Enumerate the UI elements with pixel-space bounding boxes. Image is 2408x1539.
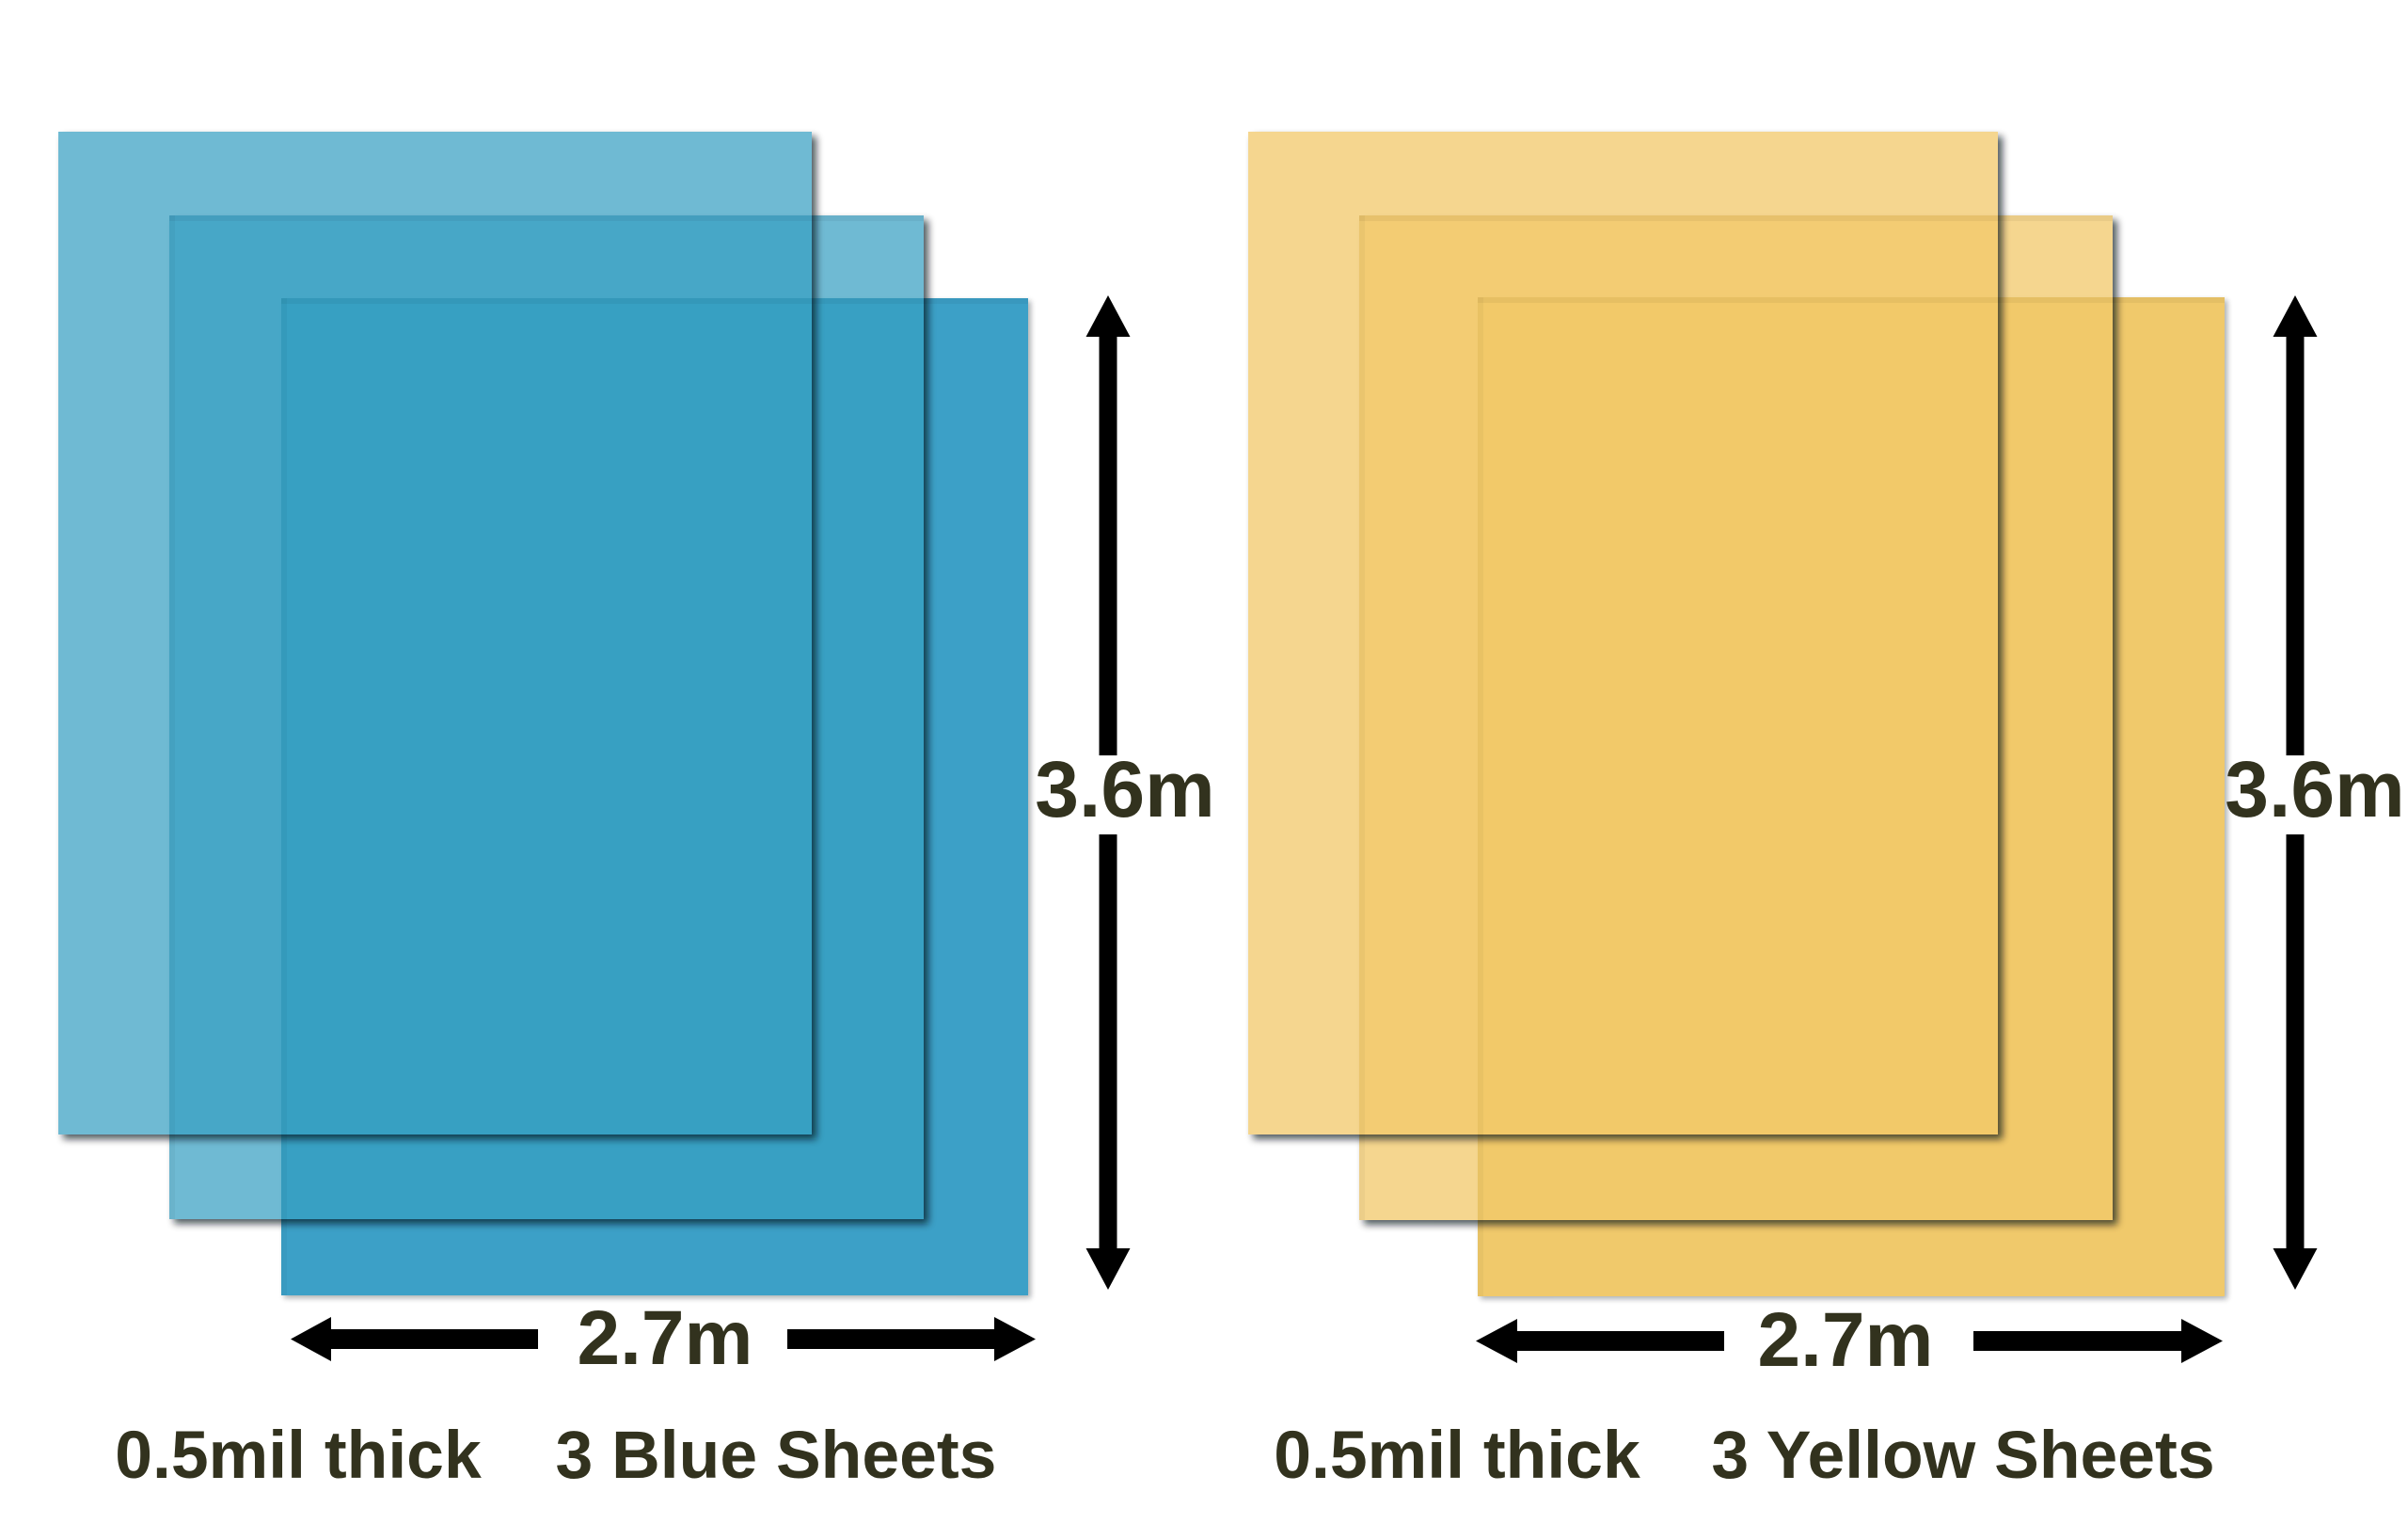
svg-text:3.6m: 3.6m <box>2225 745 2404 833</box>
svg-text:0.5mil thick: 0.5mil thick <box>115 1418 482 1493</box>
svg-text:2.7m: 2.7m <box>1758 1297 1934 1383</box>
svg-text:3 Blue Sheets: 3 Blue Sheets <box>556 1418 997 1493</box>
svg-text:3 Yellow Sheets: 3 Yellow Sheets <box>1711 1418 2214 1493</box>
svg-text:3.6m: 3.6m <box>1035 745 1214 833</box>
svg-text:2.7m: 2.7m <box>578 1295 753 1381</box>
svg-text:0.5mil thick: 0.5mil thick <box>1274 1418 1640 1493</box>
